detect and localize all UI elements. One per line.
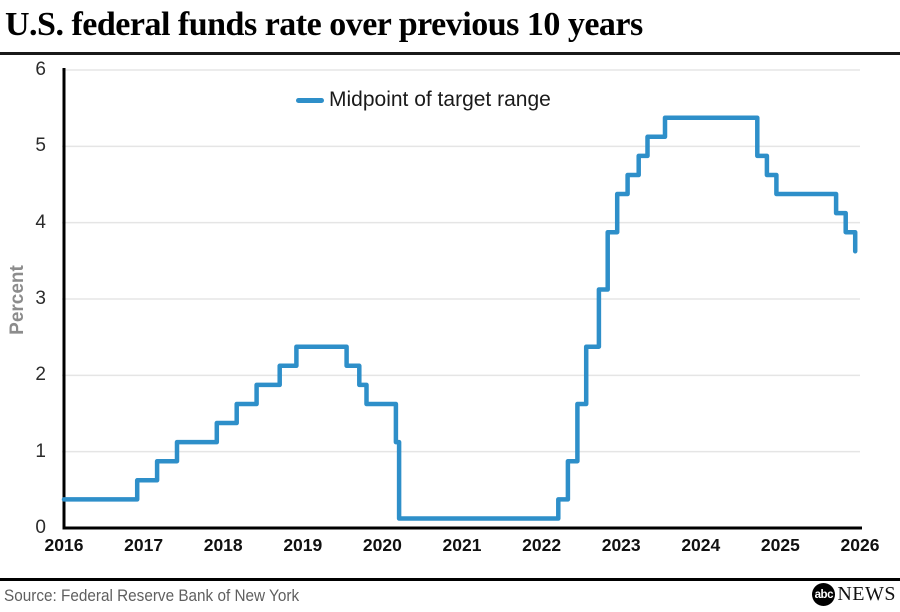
abc-logo-news-text: NEWS <box>837 583 896 605</box>
legend-line-swatch-icon <box>296 97 324 103</box>
title-divider <box>0 52 900 55</box>
x-tick-label: 2025 <box>760 535 800 555</box>
x-tick-label: 2024 <box>681 535 721 555</box>
x-tick-label: 2020 <box>362 535 402 555</box>
x-tick-label: 2017 <box>124 535 164 555</box>
plot-area <box>61 68 862 530</box>
y-tick-label: 1 <box>35 440 46 462</box>
legend: Midpoint of target range <box>296 88 551 112</box>
y-tick-label: 0 <box>35 517 46 538</box>
rate-step-line <box>61 115 858 521</box>
x-tick-label: 2019 <box>283 535 323 555</box>
y-tick-label: 3 <box>35 288 46 309</box>
source-attribution: Source: Federal Reserve Bank of New York <box>4 586 300 605</box>
x-tick-label: 2021 <box>442 535 482 555</box>
legend-label: Midpoint of target range <box>329 88 551 111</box>
y-tick-label: 4 <box>35 211 46 233</box>
abc-logo-circle-icon: abc <box>812 583 836 606</box>
x-tick-label: 2026 <box>840 535 880 555</box>
y-axis-title: Percent <box>7 265 28 335</box>
x-tick-label: 2018 <box>203 535 243 555</box>
y-tick-label: 2 <box>35 364 46 386</box>
x-tick-label: 2016 <box>44 535 84 555</box>
x-tick-label: 2023 <box>601 535 641 555</box>
y-tick-label: 6 <box>35 59 46 80</box>
x-tick-label: 2022 <box>522 535 562 555</box>
y-tick-label: 5 <box>35 135 46 157</box>
footer-divider <box>0 578 900 581</box>
abc-news-logo: abc NEWS <box>812 583 896 606</box>
chart-title: U.S. federal funds rate over previous 10… <box>5 6 643 43</box>
